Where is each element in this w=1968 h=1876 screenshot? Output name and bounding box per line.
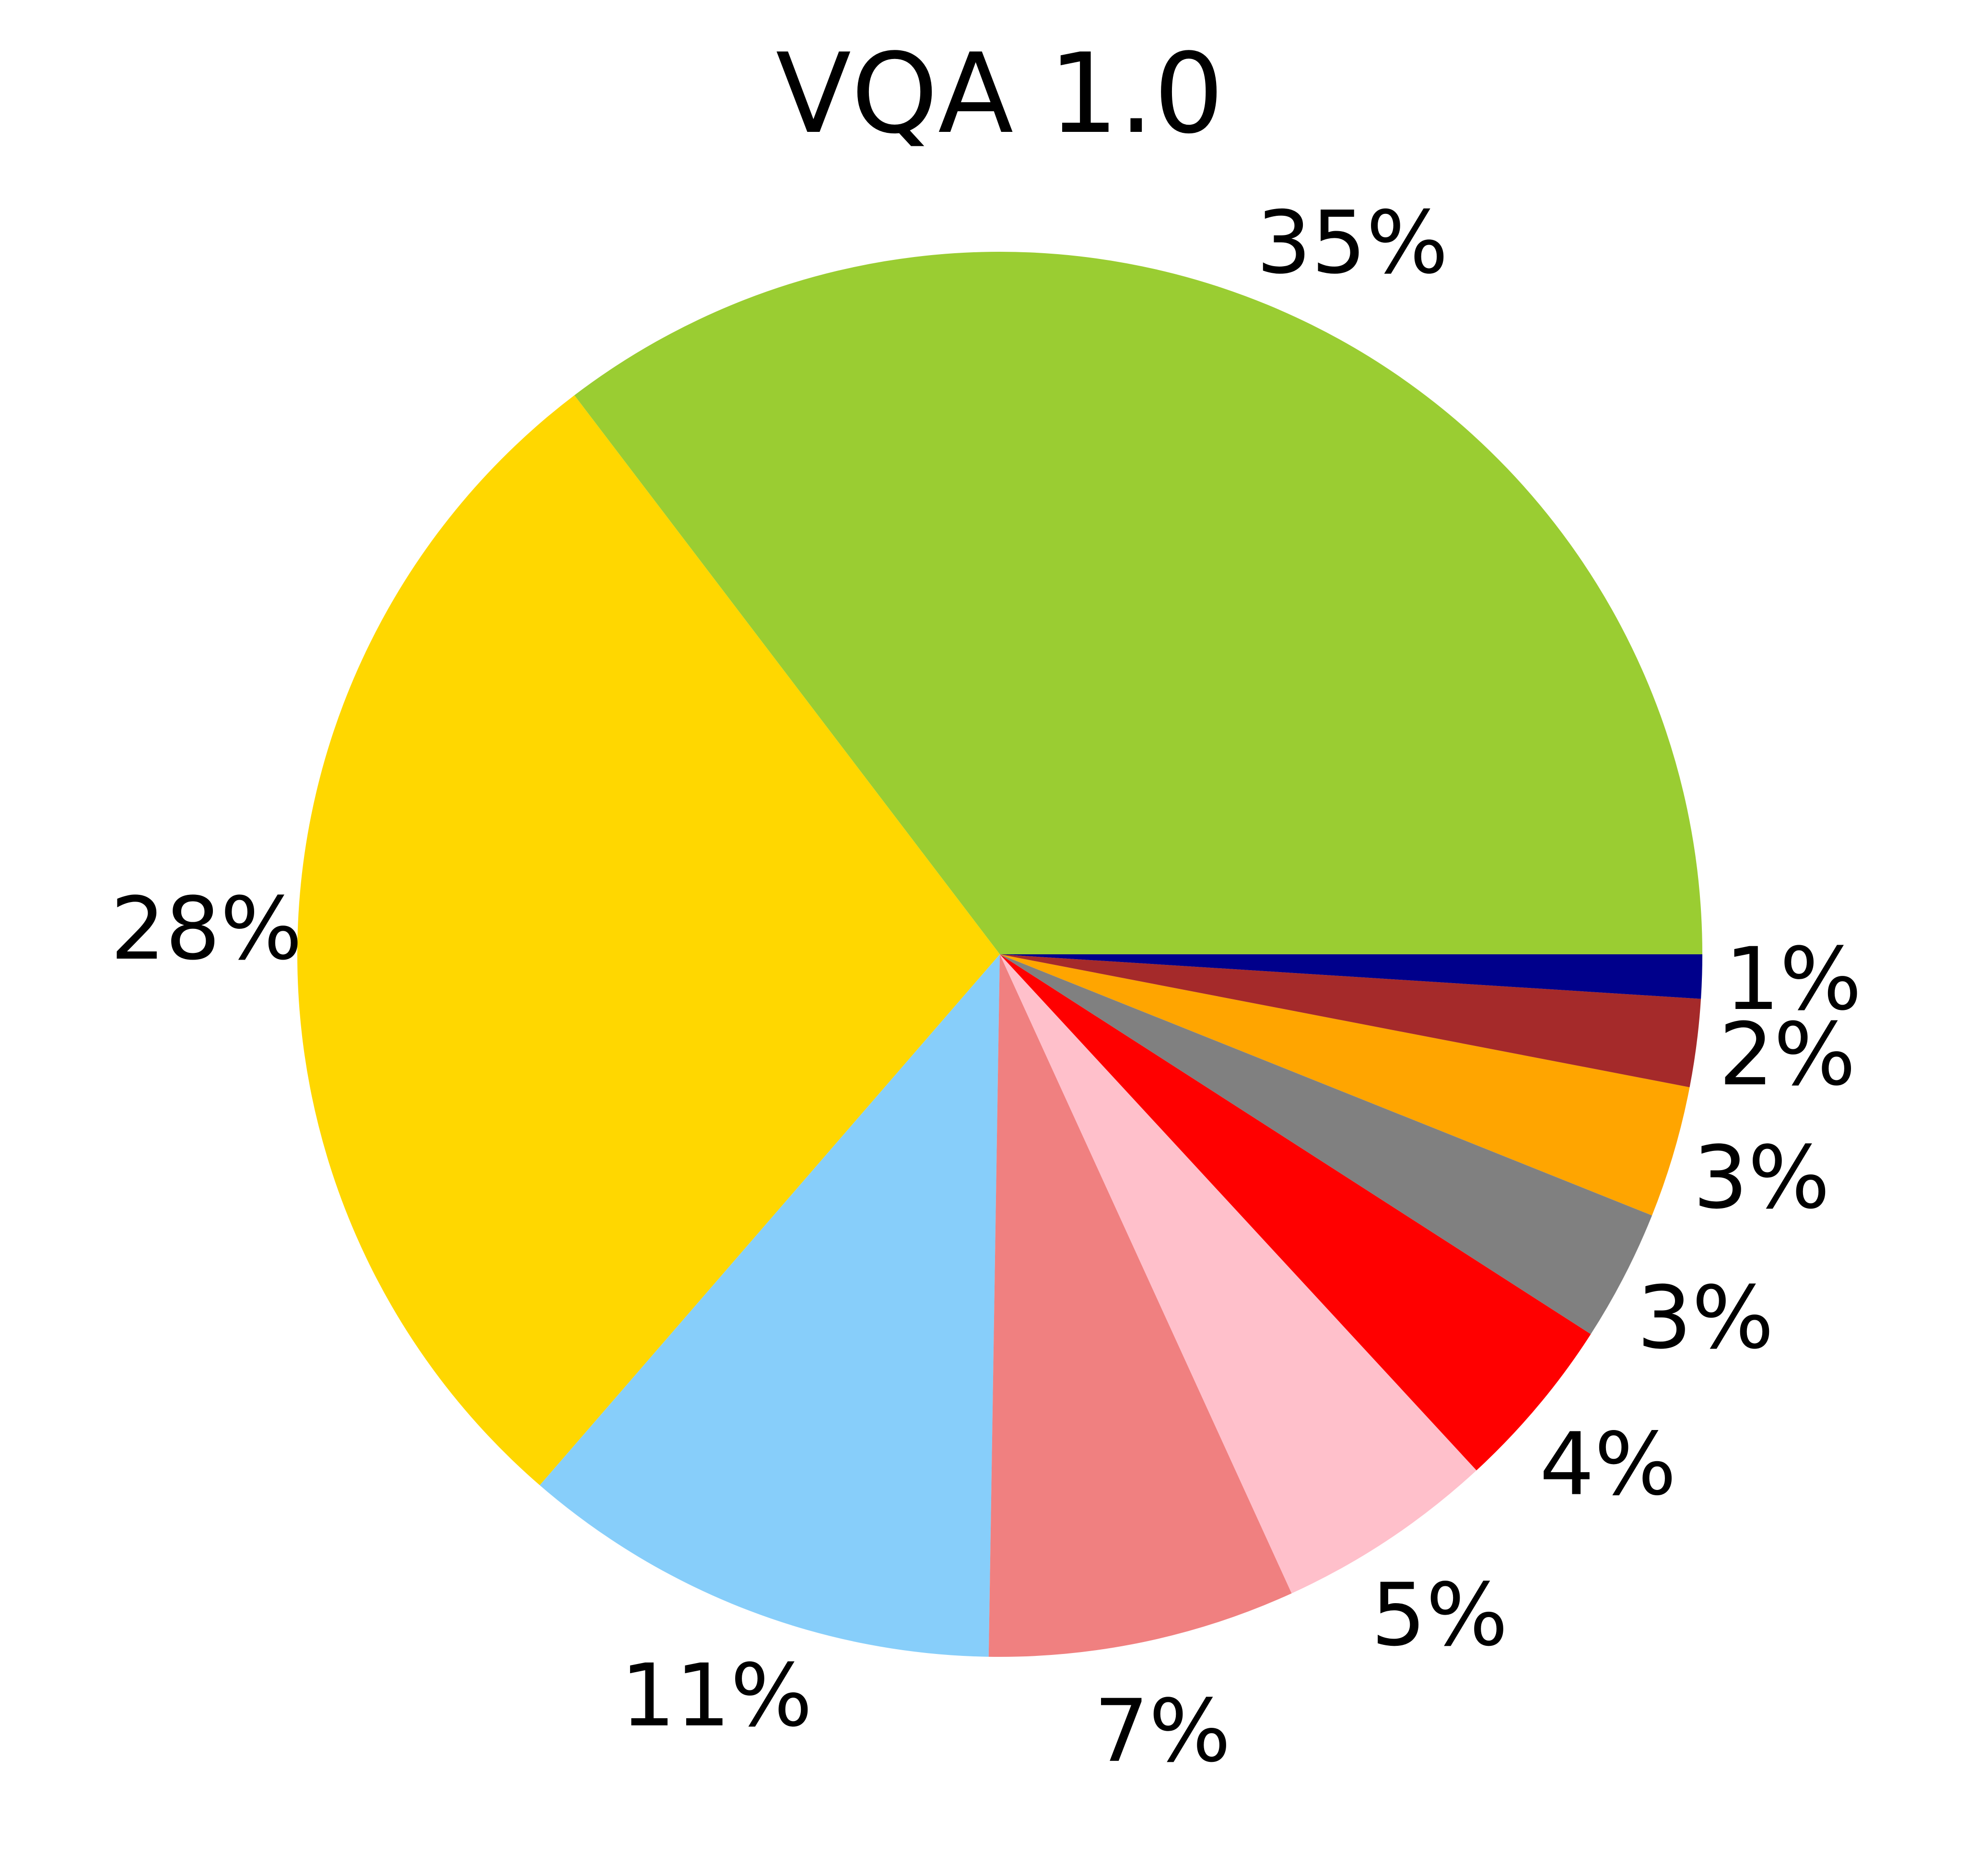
pie-slice-3 — [539, 954, 1000, 1657]
pie-slice-2 — [297, 395, 1000, 1486]
pie-slice-10 — [1000, 954, 1702, 999]
pie-label-9: 2% — [1719, 1005, 1856, 1105]
pie-label-7: 3% — [1637, 1268, 1774, 1368]
pie-label-4: 7% — [1094, 1681, 1231, 1782]
pie-slice-4 — [988, 954, 1292, 1657]
pie-label-5: 5% — [1371, 1565, 1508, 1665]
pie-label-2: 28% — [110, 879, 302, 979]
pie-label-1: 35% — [1256, 193, 1448, 293]
pie-slice-9 — [1000, 954, 1701, 1088]
pie-slices — [297, 251, 1703, 1657]
chart-title: VQA 1.0 — [776, 30, 1224, 158]
pie-slice-7 — [1000, 954, 1652, 1335]
pie-slice-1 — [574, 251, 1703, 955]
pie-label-3: 11% — [621, 1646, 812, 1746]
pie-label-10: 1% — [1725, 929, 1862, 1030]
pie-label-6: 4% — [1539, 1415, 1676, 1515]
pie-slice-8 — [1000, 954, 1690, 1216]
pie-labels: 35% 28% 11% 7% 5% 4% 3% 3% 2%1% — [110, 193, 1862, 1782]
pie-slice-5 — [1000, 954, 1477, 1594]
pie-label-8: 3% — [1693, 1128, 1830, 1228]
pie-slice-6 — [1000, 954, 1591, 1471]
